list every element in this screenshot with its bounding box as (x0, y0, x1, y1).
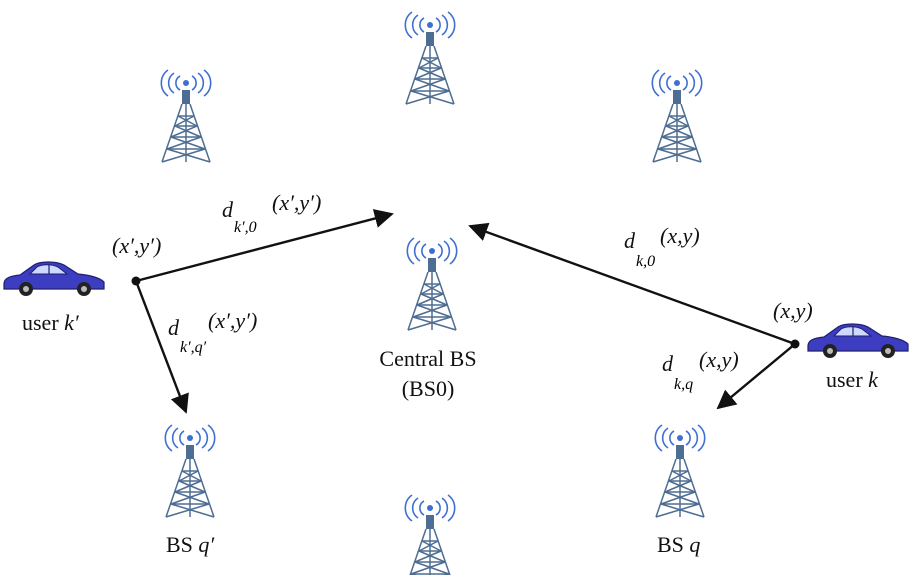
svg-text:d: d (624, 228, 636, 253)
bs-q-prime-label: BS q′ (166, 532, 215, 557)
svg-text:k,q: k,q (674, 376, 693, 393)
central-bs-id: (BS0) (402, 376, 455, 401)
antenna-tower-icon (164, 424, 216, 518)
edge-kp-to-central (135, 209, 394, 283)
svg-text:(x′,y′): (x′,y′) (208, 308, 257, 333)
edge-label-kp-qp: d k′,q′ (x′,y′) (168, 308, 257, 356)
central-bs-label: Central BS (379, 346, 476, 371)
edge-k-to-bs-q (716, 343, 796, 410)
car-icon (3, 261, 105, 297)
car-icon (807, 323, 909, 359)
svg-text:k′,q′: k′,q′ (180, 339, 207, 356)
svg-text:(x,y): (x,y) (660, 223, 700, 248)
edge-label-k-q: d k,q (x,y) (662, 347, 739, 393)
edge-k-to-central (468, 222, 796, 346)
svg-text:d: d (222, 197, 234, 222)
svg-text:(x′,y′): (x′,y′) (272, 190, 321, 215)
edge-label-kp-0: d k′,0 (x′,y′) (222, 190, 321, 236)
user-k-coord: (x,y) (773, 298, 813, 323)
edge-label-k-0: d k,0 (x,y) (624, 223, 700, 270)
svg-text:d: d (168, 315, 180, 340)
svg-text:d: d (662, 351, 674, 376)
bs-q-label: BS q (657, 532, 700, 557)
svg-text:k,0: k,0 (636, 253, 655, 270)
antenna-tower-icon (404, 494, 456, 575)
antenna-tower-icon (651, 69, 703, 163)
antenna-tower-icon (406, 237, 458, 331)
user-k-prime-label: user k′ (22, 310, 80, 335)
edge-kp-to-bs-qp (134, 280, 189, 414)
antenna-tower-icon (404, 11, 456, 105)
antenna-tower-icon (160, 69, 212, 163)
antenna-tower-icon (654, 424, 706, 518)
user-k-prime-coord: (x′,y′) (112, 233, 161, 258)
svg-text:(x,y): (x,y) (699, 347, 739, 372)
svg-text:k′,0: k′,0 (234, 219, 257, 236)
user-k-label: user k (826, 367, 879, 392)
